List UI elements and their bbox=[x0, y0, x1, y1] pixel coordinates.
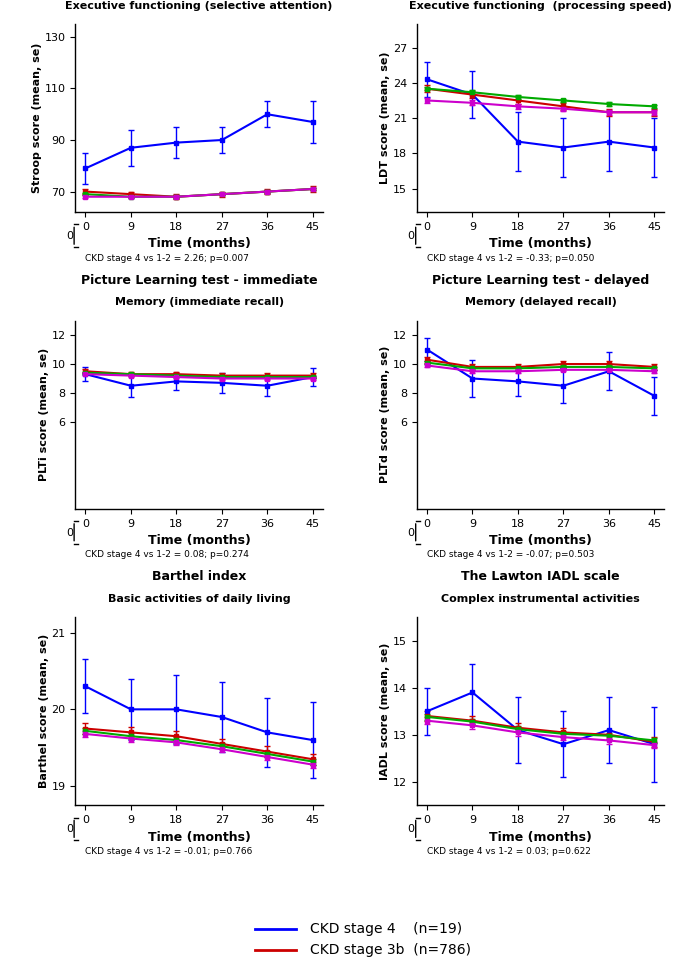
Text: Complex instrumental activities: Complex instrumental activities bbox=[441, 594, 640, 604]
Text: CKD stage 4 vs 1-2 = -0.07; p=0.503: CKD stage 4 vs 1-2 = -0.07; p=0.503 bbox=[427, 551, 594, 559]
Text: 0: 0 bbox=[66, 528, 73, 537]
Text: Picture Learning test - delayed: Picture Learning test - delayed bbox=[432, 274, 649, 286]
X-axis label: Time (months): Time (months) bbox=[489, 534, 592, 547]
X-axis label: Time (months): Time (months) bbox=[148, 237, 251, 251]
Text: 0: 0 bbox=[408, 231, 414, 241]
Text: Picture Learning test - immediate: Picture Learning test - immediate bbox=[81, 274, 317, 286]
Text: CKD stage 4 vs 1-2 = 0.08; p=0.274: CKD stage 4 vs 1-2 = 0.08; p=0.274 bbox=[85, 551, 249, 559]
X-axis label: Time (months): Time (months) bbox=[148, 534, 251, 547]
Y-axis label: Stroop score (mean, se): Stroop score (mean, se) bbox=[32, 43, 42, 193]
Text: Barthel index: Barthel index bbox=[152, 570, 247, 583]
X-axis label: Time (months): Time (months) bbox=[148, 830, 251, 844]
Text: Basic activities of daily living: Basic activities of daily living bbox=[108, 594, 290, 604]
Text: CKD stage 4 vs 1-2 = -0.33; p=0.050: CKD stage 4 vs 1-2 = -0.33; p=0.050 bbox=[427, 254, 594, 262]
Y-axis label: PLTi score (mean, se): PLTi score (mean, se) bbox=[39, 348, 49, 481]
Text: Executive functioning (selective attention): Executive functioning (selective attenti… bbox=[66, 1, 333, 11]
Text: Memory (immediate recall): Memory (immediate recall) bbox=[114, 297, 284, 308]
X-axis label: Time (months): Time (months) bbox=[489, 237, 592, 251]
Y-axis label: LDT score (mean, se): LDT score (mean, se) bbox=[380, 52, 390, 185]
Text: 0: 0 bbox=[408, 528, 414, 537]
Text: CKD stage 4 vs 1-2 = 2.26; p=0.007: CKD stage 4 vs 1-2 = 2.26; p=0.007 bbox=[85, 254, 249, 262]
Text: CKD stage 4 vs 1-2 = 0.03; p=0.622: CKD stage 4 vs 1-2 = 0.03; p=0.622 bbox=[427, 847, 590, 855]
Y-axis label: PLTd score (mean, se): PLTd score (mean, se) bbox=[380, 346, 390, 483]
Text: 0: 0 bbox=[66, 231, 73, 241]
Text: Executive functioning  (processing speed): Executive functioning (processing speed) bbox=[409, 1, 672, 11]
Text: 0: 0 bbox=[408, 825, 414, 834]
Legend: CKD stage 4    (n=19), CKD stage 3b  (n=786), CKD stage 3a  (n=2306), CKD stage : CKD stage 4 (n=19), CKD stage 3b (n=786)… bbox=[249, 917, 490, 961]
X-axis label: Time (months): Time (months) bbox=[489, 830, 592, 844]
Text: 0: 0 bbox=[66, 825, 73, 834]
Text: Memory (delayed recall): Memory (delayed recall) bbox=[464, 297, 616, 308]
Y-axis label: IADL score (mean, se): IADL score (mean, se) bbox=[380, 643, 390, 780]
Text: The Lawton IADL scale: The Lawton IADL scale bbox=[462, 570, 620, 583]
Text: CKD stage 4 vs 1-2 = -0.01; p=0.766: CKD stage 4 vs 1-2 = -0.01; p=0.766 bbox=[85, 847, 253, 855]
Y-axis label: Barthel score (mean, se): Barthel score (mean, se) bbox=[39, 634, 49, 788]
